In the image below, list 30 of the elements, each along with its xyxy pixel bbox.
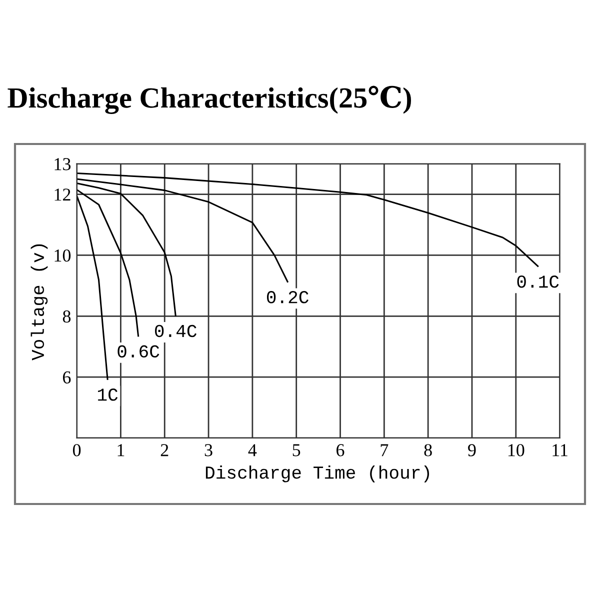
line-series	[76, 178, 288, 282]
y-axis-title: Voltage (v)	[30, 244, 48, 360]
x-tick-label: 11	[552, 444, 568, 456]
x-tick-label: 0	[72, 444, 81, 456]
line-series	[76, 195, 108, 380]
x-tick-label: 6	[336, 444, 344, 456]
chart-title: Discharge Characteristics(25℃)	[8, 86, 412, 114]
x-tick-label: 5	[292, 444, 300, 456]
line-series	[76, 188, 140, 337]
x-tick-label: 7	[380, 444, 388, 456]
line-series	[76, 182, 176, 316]
x-tick-label: 2	[160, 444, 168, 456]
y-tick-label: 8	[62, 310, 71, 323]
y-tick-label: 12	[54, 188, 70, 201]
x-tick-label: 3	[204, 444, 212, 456]
x-axis-title: Discharge Time (hour)	[206, 465, 430, 482]
y-tick-label: 13	[54, 158, 71, 170]
series-label: 0.4C	[155, 324, 196, 338]
series-label: 1C	[98, 388, 118, 401]
x-tick-label: 8	[424, 444, 432, 456]
x-tick-label: 9	[468, 444, 476, 456]
x-tick-label: 1	[118, 444, 124, 456]
line-series	[76, 172, 539, 267]
series-label: 0.2C	[266, 291, 308, 304]
y-tick-label: 10	[54, 249, 71, 262]
x-tick-label: 10	[508, 444, 524, 456]
series-label: 0.1C	[517, 276, 559, 288]
x-tick-label: 4	[248, 444, 257, 456]
series-label: 0.6C	[118, 345, 160, 358]
y-tick-label: 6	[62, 371, 71, 384]
